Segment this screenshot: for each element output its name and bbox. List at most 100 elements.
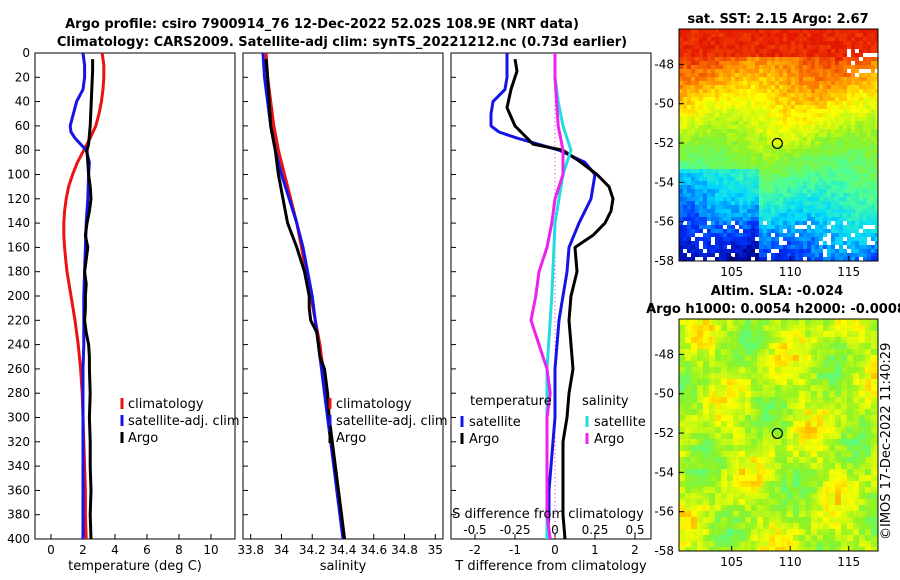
s-diff-axis-label: S difference from climatology	[452, 507, 644, 522]
s-diff-tick-label: -0.25	[499, 523, 530, 537]
depth-tick-label: 260	[7, 362, 30, 376]
legend-s-title: salinity	[582, 394, 629, 409]
difference-xtick-label: 0	[551, 543, 559, 557]
salinity-xtick-label: 34.2	[299, 543, 326, 557]
map_sla-field	[679, 319, 878, 551]
map_sla-frame	[678, 318, 879, 552]
depth-tick-label: 200	[7, 289, 30, 303]
legend-label: satellite	[469, 415, 521, 430]
depth-tick-label: 40	[15, 95, 30, 109]
map_sst-ytick-label: -54	[654, 175, 674, 189]
sst-map-title: sat. SST: 2.15 Argo: 2.67	[687, 12, 868, 27]
legend-label: satellite	[594, 415, 646, 430]
s-diff-tick-label: 0	[551, 523, 559, 537]
depth-tick-label: 140	[7, 216, 30, 230]
sst-map: 105 110 115 -48 -50 -52 -54 -56 -58	[654, 28, 879, 279]
salinity-xtick-label: 34	[274, 543, 289, 557]
legend-label: Argo	[336, 431, 366, 446]
salinity-xtick-label: 35	[428, 543, 443, 557]
t-argo-diff-line	[505, 58, 615, 539]
credit-text: ©IMOS 17-Dec-2022 11:40:29	[879, 343, 894, 540]
map_sst-ytick-label: -50	[654, 97, 674, 111]
map_sla-xtick-label: 110	[779, 555, 802, 569]
legend-label: Argo	[594, 432, 624, 447]
map_sst-frame	[678, 28, 879, 262]
depth-tick-label: 60	[15, 119, 30, 133]
temperature-axes-box	[34, 52, 236, 540]
difference-xtick-label: 1	[591, 543, 599, 557]
map_sla-ytick-label: -52	[654, 426, 674, 440]
argo-temp-line	[83, 59, 95, 539]
map_sst-ytick-label: -58	[654, 254, 674, 268]
depth-tick-label: 360	[7, 483, 30, 497]
salinity-xtick-label: 34.8	[391, 543, 418, 557]
map_sla-xtick-label: 115	[837, 555, 860, 569]
s-diff-tick-label: 0.5	[625, 523, 644, 537]
salinity-xtick-label: 34.6	[360, 543, 387, 557]
temperature-xtick-label: 0	[47, 543, 55, 557]
depth-tick-label: 20	[15, 70, 30, 84]
sla-map-title-line1: Altim. SLA: -0.024	[711, 284, 843, 299]
depth-tick-label: 160	[7, 240, 30, 254]
legend-label: satellite-adj. clim	[128, 414, 240, 429]
s-argo-diff-line	[529, 53, 565, 539]
map_sla-ytick-label: -58	[654, 544, 674, 558]
salinity-xtick-label: 33.8	[237, 543, 264, 557]
map_sst-ytick-label: -52	[654, 136, 674, 150]
sla-map-title-line2: Argo h1000: 0.0054 h2000: -0.0008	[646, 302, 900, 317]
map_sla-float-marker	[771, 427, 783, 440]
temperature-xtick-label: 2	[79, 543, 87, 557]
panel-salinity: 33.8 34 34.2 34.4 34.6 34.8 35 salinity climatol…	[237, 52, 448, 574]
legend-label: Argo	[128, 431, 158, 446]
depth-tick-label: 220	[7, 313, 30, 327]
temperature-xtick-label: 4	[111, 543, 119, 557]
difference-xlabel: T difference from climatology	[454, 559, 647, 574]
difference-xtick-label: -1	[509, 543, 521, 557]
map_sla-ytick-label: -50	[654, 387, 674, 401]
depth-tick-label: 280	[7, 386, 30, 400]
figure-title-line2: Climatology: CARS2009. Satellite-adj cli…	[57, 35, 627, 50]
legend-label: Argo	[469, 432, 499, 447]
legend-t-title: temperature	[470, 394, 552, 409]
argo-sal-line	[264, 58, 346, 539]
depth-tick-label: 0	[22, 46, 30, 60]
figure-title-line1: Argo profile: csiro 7900914_76 12-Dec-20…	[65, 17, 579, 32]
map_sst-field	[679, 29, 878, 261]
panel-temperature: 0 2 4 6 8 10020406080100120140160180200220240…	[7, 46, 240, 574]
map_sla-ytick-label: -48	[654, 347, 674, 361]
legend-label: climatology	[128, 397, 204, 412]
map_sst-xtick-label: 110	[779, 265, 802, 279]
map_sla-ytick-label: -56	[654, 505, 674, 519]
depth-tick-label: 100	[7, 168, 30, 182]
map_sst-xtick-label: 115	[837, 265, 860, 279]
salinity-xlabel: salinity	[320, 559, 367, 574]
depth-tick-label: 240	[7, 338, 30, 352]
map_sst-ytick-label: -56	[654, 215, 674, 229]
temperature-xtick-label: 10	[203, 543, 218, 557]
t-satellite-diff-line	[489, 53, 597, 539]
depth-tick-label: 320	[7, 435, 30, 449]
depth-tick-label: 400	[7, 532, 30, 546]
map_sla-xtick-label: 105	[720, 555, 743, 569]
depth-tick-label: 300	[7, 411, 30, 425]
difference-xtick-label: -2	[469, 543, 481, 557]
depth-tick-label: 80	[15, 143, 30, 157]
salinity-xtick-label: 34.4	[330, 543, 357, 557]
panel-difference: -2 -1 0 1 2 T difference from climatology -0.5…	[450, 52, 652, 574]
temperature-xtick-label: 8	[175, 543, 183, 557]
depth-tick-label: 340	[7, 459, 30, 473]
legend-label: climatology	[336, 397, 412, 412]
depth-tick-label: 380	[7, 508, 30, 522]
depth-tick-label: 180	[7, 265, 30, 279]
legend-label: satellite-adj. clim	[336, 414, 448, 429]
depth-tick-label: 120	[7, 192, 30, 206]
map_sst-xtick-label: 105	[720, 265, 743, 279]
map_sst-float-marker	[771, 137, 783, 150]
map_sla-ytick-label: -54	[654, 465, 674, 479]
map_sst-ytick-label: -48	[654, 57, 674, 71]
s-diff-tick-label: -0.5	[463, 523, 486, 537]
sla-map: 105 110 115 -48 -50 -52 -54 -56 -58	[654, 318, 879, 569]
temperature-xlabel: temperature (deg C)	[68, 559, 202, 574]
s-diff-tick-label: 0.25	[582, 523, 609, 537]
